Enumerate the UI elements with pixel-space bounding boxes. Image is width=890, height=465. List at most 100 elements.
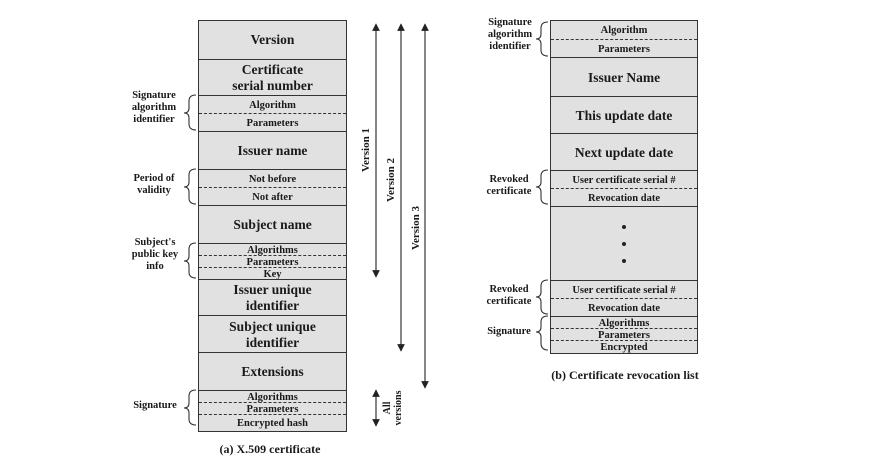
field-not-after: Not after <box>199 187 346 206</box>
field-extensions: Extensions <box>199 352 346 391</box>
brace-crl-revoked-1 <box>535 169 549 205</box>
field-signature-parameters-label: Parameters <box>246 403 299 415</box>
field-not-before-label: Not before <box>248 173 297 185</box>
field-pk-key-label: Key <box>263 268 282 280</box>
field-extensions-label: Extensions <box>241 364 304 379</box>
field-version-label: Version <box>250 32 295 47</box>
field-serial-label-2: serial number <box>232 78 313 93</box>
field-signature-parameters: Parameters <box>199 402 346 415</box>
field-pk-algorithms: Algorithms <box>199 243 346 256</box>
crl-field-next-update-label: Next update date <box>574 144 674 160</box>
field-issuer-name: Issuer name <box>199 131 346 170</box>
crl-field-algorithm-label: Algorithm <box>600 24 648 36</box>
label-subject-public-key-info: Subject's public key info <box>120 237 190 273</box>
crl-field-signature-parameters-label: Parameters <box>598 329 650 341</box>
crl-field-algorithm: Algorithm <box>551 21 697 39</box>
field-pk-key: Key <box>199 267 346 280</box>
brace-validity <box>183 168 197 205</box>
x509-certificate-structure: Version Certificate serial number Algori… <box>198 20 347 432</box>
caption-crl: (b) Certificate revocation list <box>551 368 699 382</box>
crl-label-sig-alg-line-2: algorithm <box>487 29 533 40</box>
label-sig-alg-line-1: Signature <box>132 90 176 101</box>
label-period-of-validity: Period of validity <box>122 173 186 197</box>
crl-field-parameters: Parameters <box>551 39 697 58</box>
label-signature-a-text: Signature <box>133 400 177 411</box>
field-not-before: Not before <box>199 169 346 188</box>
brace-sig-alg-id <box>183 94 197 131</box>
brace-signature-a <box>183 389 197 426</box>
crl-field-parameters-label: Parameters <box>598 43 650 55</box>
crl-field-next-update: Next update date <box>551 133 697 171</box>
crl-label-revoked-certificate-1: Revoked certificate <box>474 174 544 198</box>
field-serial-label-1: Certificate <box>241 62 304 77</box>
field-issuer-uid-label-2: identifier <box>245 298 300 313</box>
crl-field-signature-parameters: Parameters <box>551 328 697 341</box>
field-sig-parameters-label: Parameters <box>246 117 299 129</box>
crl-field-signature-algorithms-label: Algorithms <box>598 317 650 329</box>
field-not-after-label: Not after <box>252 191 293 203</box>
label-signature-a: Signature <box>120 400 190 412</box>
crl-label-revoked-2-line-1: Revoked <box>489 284 529 295</box>
crl-field-revocation-1: Revocation date <box>551 188 697 207</box>
brace-crl-sig-alg-id <box>535 21 549 57</box>
field-sig-algorithm: Algorithm <box>199 95 346 114</box>
label-sig-alg-line-3: identifier <box>133 114 175 125</box>
ellipsis-dot <box>622 242 626 246</box>
crl-label-revoked-certificate-2: Revoked certificate <box>474 284 544 308</box>
ellipsis-dot <box>622 225 626 229</box>
crl-field-serial-2: User certificate serial # <box>551 280 697 299</box>
field-signature-algorithms-label: Algorithms <box>247 391 298 403</box>
brace-pk-info <box>183 242 197 279</box>
crl-field-signature-encrypted: Encrypted <box>551 340 697 354</box>
crl-label-sig-alg-line-3: identifier <box>489 41 531 52</box>
brace-crl-signature <box>535 315 549 351</box>
field-serial-number: Certificate serial number <box>199 59 346 96</box>
field-version: Version <box>199 21 346 59</box>
crl-label-revoked-2-line-2: certificate <box>486 296 532 307</box>
crl-field-issuer-name-label: Issuer Name <box>587 69 661 85</box>
field-subject-unique-id: Subject unique identifier <box>199 315 346 353</box>
crl-structure: Algorithm Parameters Issuer Name This up… <box>550 20 698 354</box>
crl-label-revoked-1-line-1: Revoked <box>489 174 529 185</box>
label-sig-alg-line-2: algorithm <box>131 102 177 113</box>
field-signature-encrypted-hash-label: Encrypted hash <box>237 418 308 429</box>
crl-label-signature-text: Signature <box>487 326 531 337</box>
field-sig-algorithm-label: Algorithm <box>249 99 296 111</box>
field-subject-name-label: Subject name <box>233 217 312 232</box>
field-issuer-name-label: Issuer name <box>237 143 308 158</box>
crl-field-this-update-label: This update date <box>575 107 673 123</box>
field-pk-parameters: Parameters <box>199 255 346 268</box>
crl-field-revocation-2: Revocation date <box>551 298 697 317</box>
crl-field-signature-encrypted-label: Encrypted <box>600 342 648 353</box>
label-pk-info-line-1: Subject's <box>134 237 176 248</box>
field-pk-parameters-label: Parameters <box>246 256 299 268</box>
field-issuer-unique-id: Issuer unique identifier <box>199 279 346 316</box>
field-subject-name: Subject name <box>199 205 346 244</box>
crl-field-signature-algorithms: Algorithms <box>551 316 697 329</box>
field-subject-uid-label-1: Subject unique <box>229 318 316 334</box>
brace-crl-revoked-2 <box>535 279 549 315</box>
label-signature-algorithm-identifier: Signature algorithm identifier <box>118 90 190 126</box>
field-pk-algorithms-label: Algorithms <box>247 244 298 256</box>
label-pk-info-line-3: info <box>146 261 164 272</box>
crl-ellipsis-area <box>551 206 697 281</box>
field-signature-algorithms: Algorithms <box>199 390 346 403</box>
crl-field-revocation-1-label: Revocation date <box>587 192 661 204</box>
crl-field-serial-2-label: User certificate serial # <box>572 284 676 296</box>
field-signature-encrypted-hash: Encrypted hash <box>199 414 346 432</box>
crl-field-revocation-2-label: Revocation date <box>587 302 661 314</box>
crl-label-sig-alg-line-1: Signature <box>488 17 532 28</box>
crl-field-serial-1: User certificate serial # <box>551 170 697 189</box>
field-sig-parameters: Parameters <box>199 113 346 132</box>
ellipsis-dot <box>622 259 626 263</box>
crl-field-serial-1-label: User certificate serial # <box>572 174 676 186</box>
field-issuer-uid-label-1: Issuer unique <box>233 282 312 297</box>
crl-field-issuer-name: Issuer Name <box>551 57 697 97</box>
label-validity-line-2: validity <box>137 185 171 196</box>
crl-label-signature-algorithm-identifier: Signature algorithm identifier <box>476 17 544 53</box>
label-pk-info-line-2: public key <box>131 249 179 260</box>
caption-x509: (a) X.509 certificate <box>219 442 321 456</box>
crl-label-revoked-1-line-2: certificate <box>486 186 532 197</box>
